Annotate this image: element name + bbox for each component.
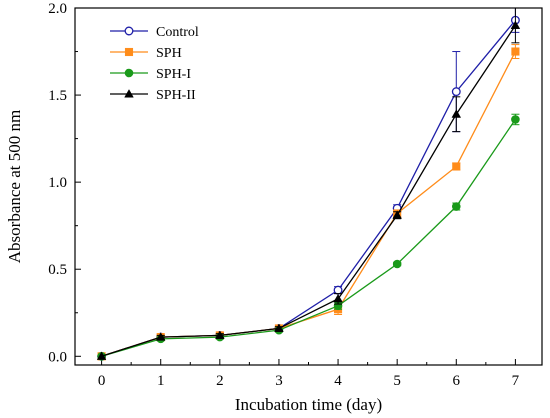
- x-axis: 0 1 2 3 4 5 6 7: [98, 359, 520, 389]
- y-axis: 0.0 0.5 1.0 1.5 2.0: [48, 1, 81, 365]
- x-tick-label: 0: [98, 373, 106, 389]
- y-tick-label: 2.0: [48, 1, 67, 17]
- x-tick-label: 2: [216, 373, 224, 389]
- series-sph-i: [97, 113, 520, 361]
- legend-label: Control: [156, 25, 199, 40]
- data-point: [96, 351, 107, 360]
- y-tick-label: 0.5: [48, 262, 67, 278]
- data-point: [451, 109, 462, 118]
- data-point: [333, 293, 343, 303]
- x-tick-label: 5: [393, 373, 401, 389]
- data-point: [124, 47, 134, 57]
- x-tick-label: 3: [275, 373, 283, 389]
- data-point: [124, 89, 134, 98]
- legend-item: SPH-II: [110, 88, 196, 103]
- data-point: [124, 68, 134, 78]
- plot-frame: [74, 7, 543, 366]
- data-point: [392, 210, 402, 219]
- y-tick-label: 0.0: [48, 349, 67, 365]
- data-point: [511, 47, 520, 56]
- legend-label: SPH-I: [156, 67, 191, 82]
- data-point: [155, 332, 166, 341]
- data-point: [511, 115, 520, 124]
- data-point: [392, 259, 402, 269]
- x-tick-label: 4: [334, 373, 342, 389]
- series-line: [101, 25, 516, 357]
- x-tick-label: 6: [453, 373, 461, 389]
- data-point: [451, 87, 461, 97]
- legend-label: SPH-II: [156, 88, 196, 103]
- y-axis-title: Absorbance at 500 nm: [5, 110, 24, 263]
- legend-label: SPH: [156, 46, 182, 61]
- series-sph-ii: [96, 7, 521, 360]
- plot-border: [74, 7, 543, 366]
- data-point: [274, 323, 284, 332]
- x-tick-label: 7: [512, 373, 520, 389]
- y-tick-label: 1.5: [48, 88, 67, 104]
- x-tick-label: 1: [157, 373, 165, 389]
- data-point: [333, 285, 343, 295]
- series-line: [101, 119, 516, 357]
- data-point: [451, 202, 461, 211]
- data-point: [452, 162, 461, 171]
- legend-item: Control: [110, 25, 199, 40]
- data-point: [510, 20, 521, 29]
- data-point: [124, 26, 134, 36]
- data-point: [215, 330, 225, 339]
- legend: Control SPH SPH-I SPH-II: [110, 25, 199, 103]
- x-axis-title: Incubation time (day): [235, 395, 382, 414]
- y-tick-label: 1.0: [48, 175, 67, 191]
- legend-item: SPH-I: [110, 67, 191, 82]
- legend-item: SPH: [110, 46, 182, 61]
- series-layer: [96, 7, 521, 361]
